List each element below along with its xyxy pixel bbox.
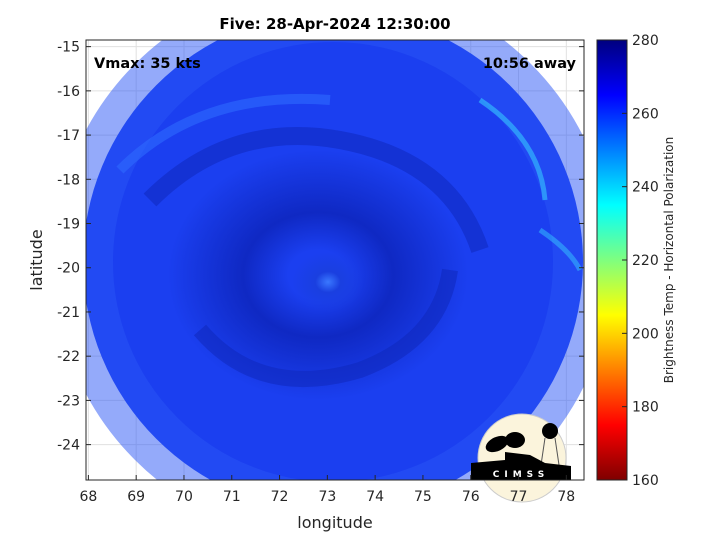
x-tick-label: 78 (557, 489, 575, 505)
colorbar-tick-label: 280 (632, 33, 659, 49)
colorbar-tick-label: 160 (632, 473, 659, 489)
x-tick-label: 74 (366, 489, 384, 505)
plot-title: Five: 28-Apr-2024 12:30:00 (219, 15, 450, 33)
satellite-swath (86, 40, 584, 480)
x-tick-label: 76 (462, 489, 480, 505)
colorbar-tick-label: 260 (632, 106, 659, 122)
colorbar-label: Brightness Temp - Horizontal Polarizatio… (662, 137, 676, 384)
y-axis-label: latitude (27, 229, 46, 290)
y-tick-label: -21 (57, 305, 80, 321)
y-tick-label: -24 (57, 438, 80, 454)
colorbar-tick-label: 180 (632, 400, 659, 416)
logo-text: CIMSS (493, 470, 549, 480)
x-tick-label: 77 (510, 489, 528, 505)
axis-ticks: 68 69 70 71 72 73 74 75 76 77 78 -15 -16 -17 -18 -19 -20… (57, 40, 584, 505)
y-tick-label: -19 (57, 217, 80, 233)
x-tick-label: 69 (127, 489, 145, 505)
plot-area: CIMSS 68 69 70 71 72 73 74 75 76 77 78 -15 -16 -17 -18… (57, 39, 585, 505)
y-tick-label: -23 (57, 393, 80, 409)
x-tick-label: 75 (414, 489, 432, 505)
y-tick-label: -18 (57, 172, 80, 188)
colorbar-tick-label: 200 (632, 326, 659, 342)
y-tick-label: -17 (57, 128, 80, 144)
time-away-label: 10:56 away (483, 56, 577, 72)
y-tick-label: -15 (57, 40, 80, 56)
y-tick-label: -20 (57, 261, 80, 277)
x-tick-label: 72 (271, 489, 289, 505)
x-tick-label: 70 (175, 489, 193, 505)
x-tick-label: 73 (318, 489, 336, 505)
vmax-label: Vmax: 35 kts (94, 56, 201, 72)
x-tick-label: 71 (223, 489, 241, 505)
storm-eye (292, 252, 364, 312)
y-tick-label: -22 (57, 349, 80, 365)
x-tick-label: 68 (79, 489, 97, 505)
colorbar-tick-label: 240 (632, 180, 659, 196)
colorbar: 280 260 240 220 200 180 160 Brightness Temp - … (596, 33, 676, 489)
x-axis-label: longitude (297, 513, 372, 532)
y-tick-label: -16 (57, 84, 80, 100)
colorbar-tick-label: 220 (632, 253, 659, 269)
